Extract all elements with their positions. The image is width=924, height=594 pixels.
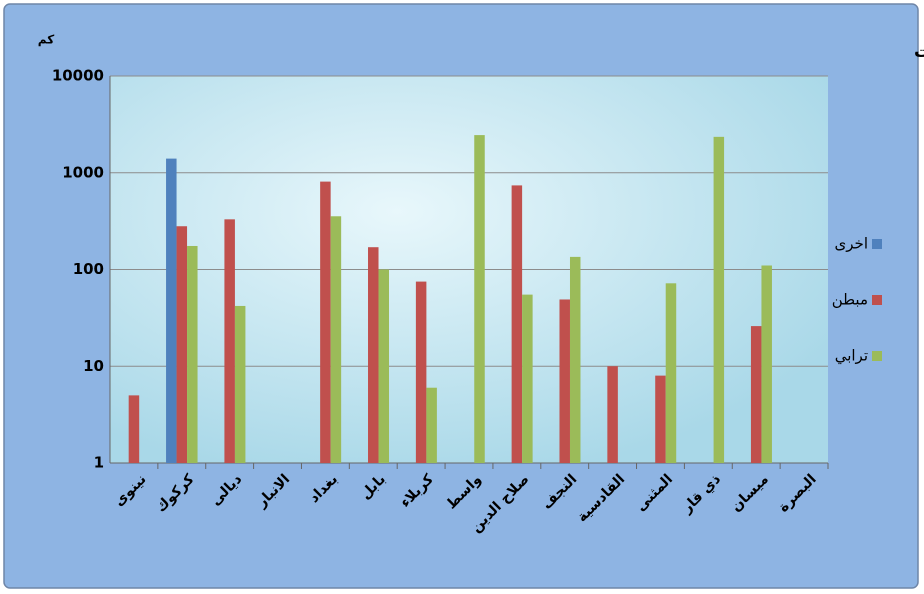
y-tick-label: 1000	[62, 163, 104, 181]
y-tick-label: 10	[83, 357, 104, 375]
bar	[128, 395, 140, 463]
bar	[368, 247, 379, 463]
bar	[522, 294, 533, 463]
y-tick-label: 100	[73, 260, 104, 278]
y-axis-label: كم	[38, 33, 54, 47]
bar	[665, 283, 677, 463]
bar	[559, 299, 570, 463]
chart-title: شكل (6): اطوال الجداول الثانوية حسب اصنا…	[914, 42, 924, 62]
legend-swatch	[872, 351, 882, 361]
bar	[607, 366, 618, 463]
bar	[415, 281, 427, 463]
y-tick-label: 10000	[52, 67, 104, 85]
y-tick-label: 1	[94, 454, 104, 472]
legend-swatch	[872, 239, 882, 249]
bar	[761, 265, 772, 463]
bar	[511, 185, 523, 463]
bar	[378, 269, 390, 463]
legend-label: مبطن	[832, 291, 868, 309]
legend-label: اخرى	[835, 235, 868, 253]
legend-swatch	[872, 295, 882, 305]
bar	[234, 305, 246, 463]
bar	[330, 216, 342, 463]
legend-label: ترابي	[835, 347, 868, 366]
bar	[474, 135, 485, 463]
bar	[569, 256, 581, 463]
bar	[224, 219, 235, 463]
bar	[426, 387, 437, 463]
bar	[713, 136, 725, 463]
bar	[166, 158, 177, 463]
bar	[320, 181, 331, 464]
bar	[187, 245, 198, 463]
bar	[655, 375, 666, 463]
bar	[176, 226, 188, 463]
bar	[750, 326, 762, 463]
